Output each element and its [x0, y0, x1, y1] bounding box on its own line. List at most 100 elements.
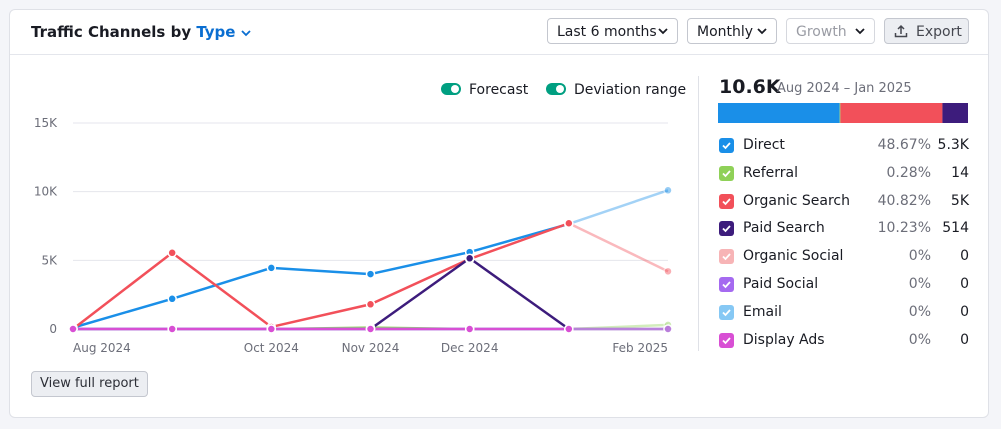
- channel-name: Paid Search: [743, 220, 825, 237]
- forecast-line: [568, 323, 669, 331]
- period-dropdown[interactable]: Last 6 months: [547, 18, 678, 44]
- granularity-label: Monthly: [697, 24, 754, 40]
- header: Traffic Channels by Type Last 6 months M…: [10, 10, 988, 55]
- point: [266, 263, 277, 273]
- channel-name: Referral: [743, 164, 798, 181]
- channel-row[interactable]: Display Ads 0% 0: [719, 331, 969, 351]
- summary-period: Aug 2024 – Jan 2025: [777, 81, 912, 96]
- series-line: [73, 256, 570, 331]
- share-segment: [840, 103, 943, 123]
- deviation-toggle[interactable]: Deviation range: [546, 82, 686, 98]
- widget-card: Traffic Channels by Type Last 6 months M…: [9, 9, 989, 418]
- toggle-label: Forecast: [469, 82, 529, 98]
- check: [722, 281, 731, 289]
- channel-total: 14: [951, 164, 969, 181]
- point: [68, 324, 78, 334]
- share-segment: [839, 103, 841, 123]
- point: [266, 324, 277, 334]
- channel-checkbox[interactable]: [719, 193, 734, 209]
- channel-row[interactable]: Organic Search 40.82% 5K: [719, 192, 969, 212]
- channel-name: Organic Search: [743, 192, 851, 209]
- channel-row[interactable]: Paid Search 10.23% 514: [719, 219, 969, 239]
- channel-checkbox[interactable]: [719, 277, 734, 292]
- point: [167, 324, 177, 334]
- metric-dropdown[interactable]: Growth: [786, 18, 875, 44]
- y-tick-label: 5K: [41, 253, 58, 267]
- export-icon: [894, 24, 908, 38]
- check: [722, 197, 731, 205]
- x-tick-label: Aug 2024: [73, 341, 131, 355]
- channel-row[interactable]: Email 0% 0: [719, 303, 969, 323]
- channel-checkbox[interactable]: [719, 165, 734, 181]
- point: [663, 324, 673, 334]
- x-tick-label: Dec 2024: [441, 341, 499, 355]
- type-selector-label: Type: [196, 23, 236, 41]
- point: [464, 324, 475, 334]
- point: [564, 218, 574, 229]
- channel-total: 514: [942, 220, 969, 237]
- channel-checkbox[interactable]: [719, 138, 734, 153]
- title: Traffic Channels by Type: [31, 23, 251, 41]
- export-button[interactable]: Export: [884, 18, 969, 44]
- granularity-dropdown[interactable]: Monthly: [687, 18, 777, 44]
- point: [663, 324, 673, 334]
- button-label: View full report: [40, 376, 139, 391]
- chevron: [855, 28, 865, 35]
- channel-row[interactable]: Organic Social 0% 0: [719, 247, 969, 267]
- point: [663, 320, 673, 330]
- channel-row[interactable]: Paid Social 0% 0: [719, 275, 969, 295]
- channel-checkbox[interactable]: [719, 332, 734, 348]
- channel-name: Paid Social: [743, 276, 819, 292]
- type-selector[interactable]: Type: [196, 23, 251, 41]
- forecast-toggle[interactable]: Forecast: [441, 82, 528, 98]
- channel-total: 0: [960, 303, 969, 320]
- check: [722, 225, 731, 233]
- point: [365, 269, 376, 279]
- y-tick-label: 10K: [34, 185, 58, 199]
- channel-checkbox[interactable]: [719, 249, 734, 265]
- chevron: [658, 28, 668, 35]
- view-report-button[interactable]: View full report: [31, 371, 148, 397]
- point: [663, 324, 673, 334]
- point: [167, 294, 177, 304]
- point: [365, 324, 376, 334]
- summary-total: 10.6K: [719, 76, 781, 98]
- metric-label: Growth: [796, 24, 847, 40]
- point: [167, 248, 177, 258]
- y-tick-label: 0: [49, 322, 57, 336]
- channel-total: 5K: [950, 192, 969, 209]
- channel-share: 48.67%: [877, 137, 931, 153]
- toggle-label: Deviation range: [574, 82, 687, 98]
- series-line: [72, 222, 570, 330]
- channel-row[interactable]: Direct 48.67% 5.3K: [719, 136, 969, 156]
- title-text: Traffic Channels by: [31, 23, 192, 41]
- channel-name: Direct: [743, 137, 785, 153]
- channel-checkbox[interactable]: [719, 304, 734, 320]
- x-tick-label: Nov 2024: [342, 341, 400, 355]
- channel-total: 0: [960, 248, 969, 265]
- check: [722, 309, 731, 317]
- share-segment: [942, 103, 968, 123]
- channel-name: Organic Social: [743, 248, 844, 265]
- point: [365, 299, 376, 310]
- point: [663, 185, 673, 196]
- channel-total: 0: [960, 276, 969, 292]
- forecast-line: [568, 222, 669, 273]
- channel-name: Display Ads: [743, 331, 825, 348]
- channel-name: Email: [743, 303, 782, 320]
- channel-row[interactable]: Referral 0.28% 14: [719, 164, 969, 184]
- channel-checkbox[interactable]: [719, 221, 734, 237]
- x-tick-label: Feb 2025: [612, 341, 668, 355]
- divider: [698, 76, 699, 351]
- channel-share: 0.28%: [886, 164, 931, 181]
- period-label: Last 6 months: [557, 24, 657, 40]
- series-line: [72, 222, 570, 329]
- check: [722, 170, 731, 178]
- point: [663, 266, 673, 277]
- point: [464, 253, 475, 264]
- check: [722, 336, 731, 344]
- channel-share: 0%: [908, 331, 931, 348]
- chevron: [757, 28, 767, 35]
- point: [663, 324, 673, 334]
